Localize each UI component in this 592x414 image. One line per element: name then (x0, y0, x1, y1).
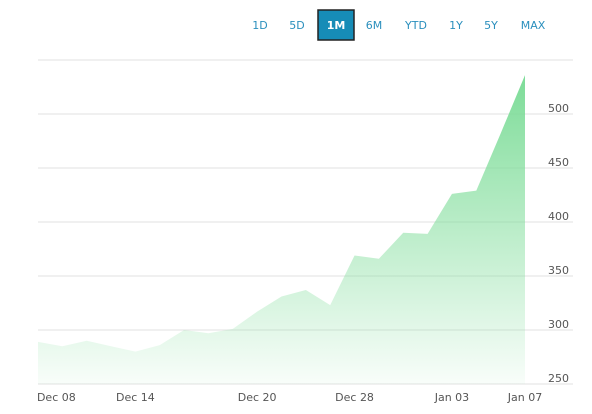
range-button[interactable]: 1Y (449, 19, 463, 32)
range-button-label: YTD (404, 19, 427, 32)
area (38, 75, 525, 385)
y-tick-label: 350 (548, 264, 569, 277)
y-tick-label: 250 (548, 372, 569, 385)
y-tick-label: 500 (548, 102, 569, 115)
range-button[interactable]: MAX (521, 19, 546, 32)
plot-area: 250 300 350 400 450 500 Dec 08 Dec 14 Dec 20 Dec … (37, 59, 573, 404)
range-button[interactable]: 1M (317, 9, 355, 41)
range-button[interactable]: 1D (252, 19, 267, 32)
range-button-label: 1Y (449, 19, 463, 32)
y-tick-label: 400 (548, 210, 569, 223)
range-button-bg (317, 9, 355, 41)
x-tick-label: Dec 20 (238, 391, 277, 404)
y-tick-label: 300 (548, 318, 569, 331)
range-button[interactable]: 5Y (484, 19, 498, 32)
range-button-label: 1M (327, 19, 346, 32)
range-button-label: MAX (521, 19, 546, 32)
x-tick-label: Dec 08 (37, 391, 76, 404)
x-tick-label: Jan 07 (507, 391, 542, 404)
range-button-label: 5Y (484, 19, 498, 32)
range-button[interactable]: 6M (366, 19, 383, 32)
range-button[interactable]: 5D (289, 19, 304, 32)
range-buttons: 1D 5D 1M 6M YTD 1Y 5Y MAX (252, 9, 546, 41)
x-tick-label: Dec 14 (116, 391, 155, 404)
range-button-label: 1D (252, 19, 267, 32)
x-tick-label: Jan 03 (434, 391, 469, 404)
y-tick-label: 450 (548, 156, 569, 169)
range-button-label: 5D (289, 19, 304, 32)
range-button-label: 6M (366, 19, 383, 32)
x-tick-label: Dec 28 (335, 391, 374, 404)
range-button[interactable]: YTD (404, 19, 427, 32)
